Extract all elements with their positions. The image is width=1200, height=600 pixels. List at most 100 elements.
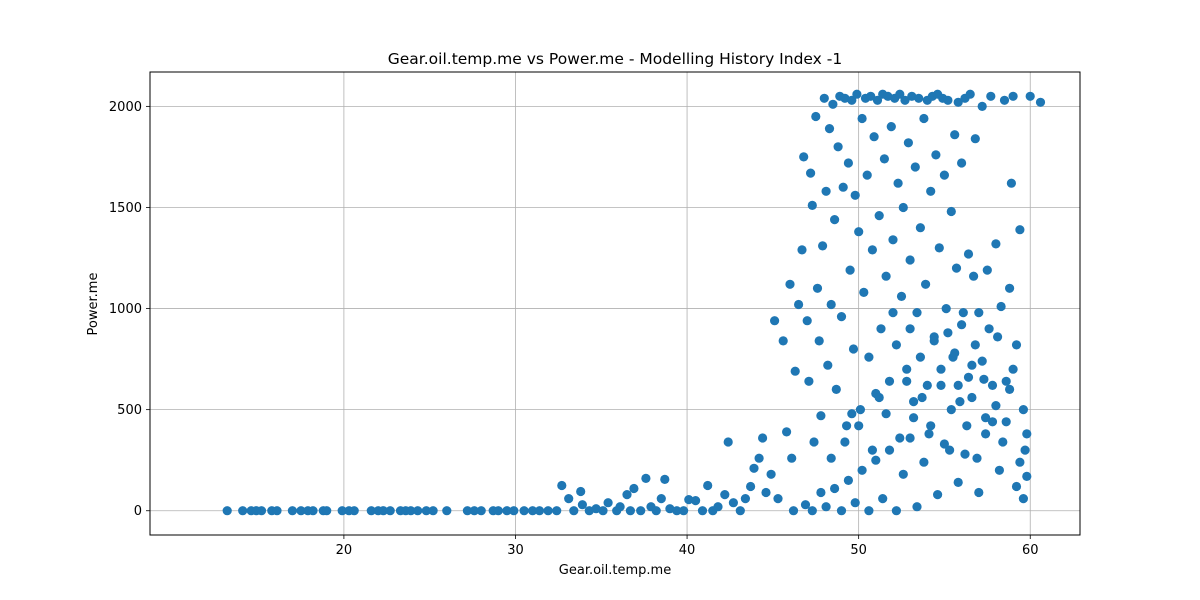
data-point [787,453,797,463]
data-point [900,95,910,105]
data-point [1001,417,1011,427]
data-point [1018,494,1028,504]
data-point [811,111,821,122]
data-point [936,380,946,390]
data-point [862,170,872,180]
data-point [850,190,860,200]
data-point [898,202,908,213]
data-point [912,502,922,512]
data-point [974,487,984,498]
data-point [824,124,835,134]
data-point [914,93,924,103]
data-point [972,453,982,463]
data-point [939,439,950,449]
data-point [679,506,689,516]
data-point [869,132,879,142]
data-point [543,506,553,516]
data-point [1022,471,1032,481]
data-point [886,122,896,132]
data-point [836,312,847,322]
data-point [847,409,857,419]
data-point [591,504,601,514]
data-point [1011,340,1022,350]
data-point [831,384,841,394]
data-point [308,506,318,516]
data-point [987,417,998,427]
data-point [910,162,920,172]
data-point [1022,429,1032,439]
data-point [929,336,939,346]
data-point [905,433,915,443]
data-point [953,97,963,107]
data-point [981,413,991,423]
data-point [840,93,850,103]
data-point [272,506,282,516]
data-point [842,421,852,431]
data-point [814,336,824,346]
data-point [867,445,878,455]
data-point [953,477,963,487]
x-axis-label: Gear.oil.temp.me [559,563,671,578]
data-point [493,506,503,516]
data-point [946,405,956,415]
data-point [905,324,915,334]
x-tick-label: 30 [507,543,524,558]
data-point [615,502,625,512]
data-point [979,374,989,384]
data-point [866,91,876,101]
y-tick-label: 2000 [109,100,142,115]
data-point [958,308,968,318]
data-point [943,328,953,338]
data-point [804,376,814,386]
data-point [296,506,306,516]
data-point [816,411,826,421]
data-point [691,496,701,506]
data-points [222,89,1046,516]
data-point [1008,364,1018,374]
data-point [847,95,857,105]
y-axis-label: Power.me [86,273,101,336]
data-point [962,421,972,431]
y-tick-label: 1500 [109,201,142,216]
data-point [476,506,486,516]
data-point [977,356,987,366]
data-point [746,481,756,492]
data-point [984,324,994,334]
data-point [864,352,874,362]
data-point [840,437,850,447]
data-point [806,168,816,178]
data-point [385,506,395,516]
data-point [534,506,545,516]
data-point [826,453,836,463]
data-point [812,283,823,293]
data-point [569,506,579,516]
data-point [896,291,907,301]
data-point [322,506,332,516]
data-point [941,304,951,314]
data-point [963,249,974,259]
data-point [836,506,847,516]
data-point [957,320,967,330]
data-point [629,483,639,494]
data-point [981,429,991,439]
data-point [656,494,666,504]
data-point [809,437,819,447]
data-point [970,134,980,144]
data-point [625,506,636,516]
data-point [857,465,867,475]
data-point [665,504,675,514]
data-point [939,170,950,180]
data-point [895,433,905,443]
data-point [895,89,905,99]
data-point [723,437,733,447]
data-point [1011,481,1022,492]
data-point [915,352,926,362]
data-point [924,429,934,439]
y-tick-label: 500 [117,403,142,418]
data-point [720,490,730,500]
data-point [552,506,562,516]
data-point [963,372,974,382]
data-point [576,486,586,497]
data-point [950,348,960,358]
data-point [845,265,855,275]
